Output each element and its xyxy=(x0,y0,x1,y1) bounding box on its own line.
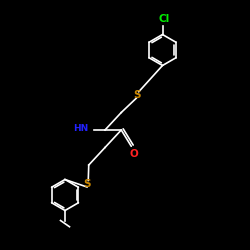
Text: HN: HN xyxy=(74,124,89,133)
Text: S: S xyxy=(84,179,91,189)
Text: O: O xyxy=(130,149,138,159)
Text: Cl: Cl xyxy=(158,14,170,24)
Text: S: S xyxy=(134,90,141,100)
